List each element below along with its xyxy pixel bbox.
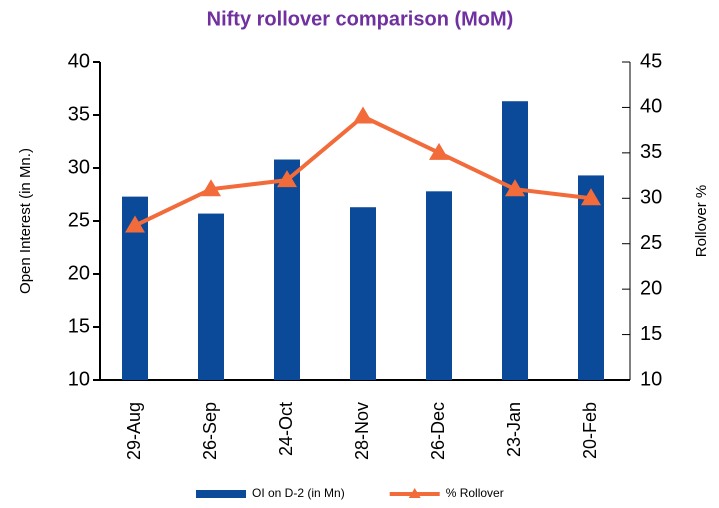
y-tick-label: 35 [68,103,90,125]
y2-tick-label: 25 [640,232,662,254]
bar [198,213,224,380]
x-tick-label: 29-Aug [124,402,144,460]
y2-axis-label: Rollover % [693,185,710,258]
chart-title: Nifty rollover comparison (MoM) [207,8,514,30]
y2-tick-label: 35 [640,141,662,163]
y-tick-label: 25 [68,209,90,231]
y-tick-label: 10 [68,368,90,390]
bar [274,159,300,380]
y-tick-label: 40 [68,50,90,72]
y2-tick-label: 20 [640,277,662,299]
y-tick-label: 20 [68,262,90,284]
marker [581,188,601,206]
legend-label: % Rollover [446,486,504,500]
y2-tick-label: 30 [640,187,662,209]
bar [502,101,528,380]
bar [350,207,376,380]
legend-label: OI on D-2 (in Mn) [252,486,345,500]
x-tick-label: 26-Sep [200,402,220,460]
y-tick-label: 15 [68,315,90,337]
x-tick-label: 28-Nov [352,402,372,460]
bar [426,191,452,380]
x-tick-label: 26-Dec [428,402,448,460]
y-axis-label: Open Interest (in Mn.) [17,148,34,294]
marker [201,179,221,197]
x-tick-label: 24-Oct [276,402,296,456]
y2-tick-label: 45 [640,50,662,72]
marker [125,215,145,233]
legend-swatch [196,490,246,498]
y2-tick-label: 40 [640,96,662,118]
y-tick-label: 30 [68,156,90,178]
y2-tick-label: 15 [640,323,662,345]
marker [277,170,297,188]
y2-tick-label: 10 [640,368,662,390]
x-tick-label: 20-Feb [580,402,600,459]
marker [505,179,525,197]
x-tick-label: 23-Jan [504,402,524,457]
marker [353,106,373,124]
legend-marker [408,488,421,498]
bar [578,175,604,380]
marker [429,142,449,160]
